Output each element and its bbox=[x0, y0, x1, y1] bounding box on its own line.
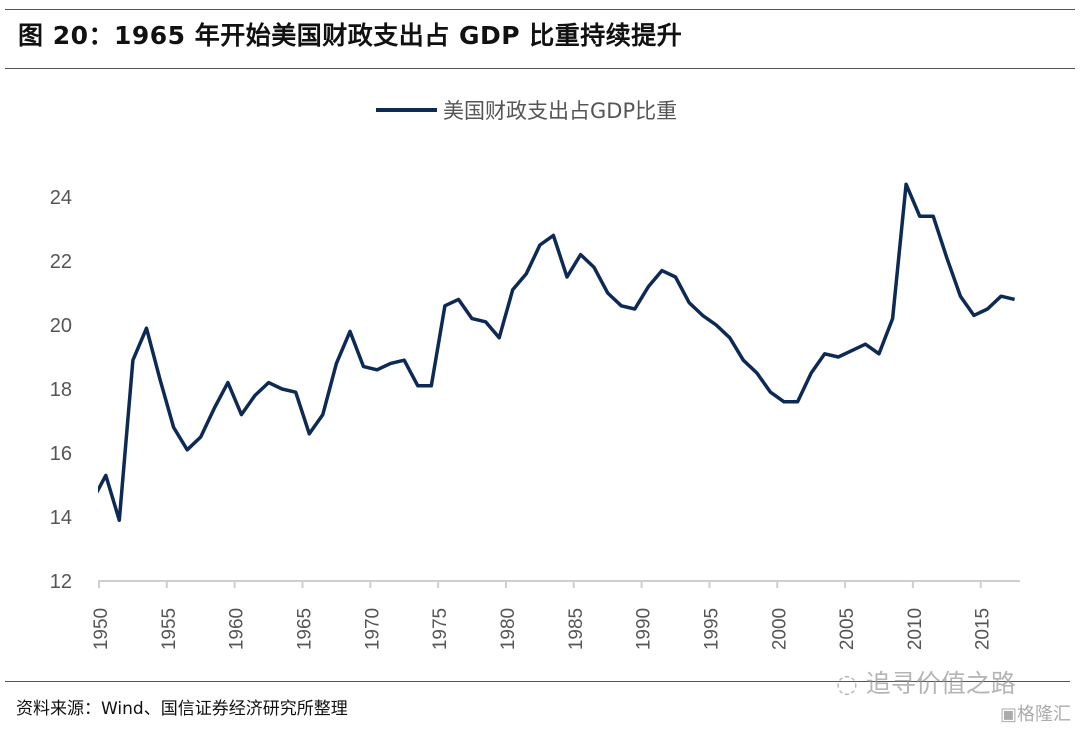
series-line bbox=[98, 182, 1016, 522]
title-rule bbox=[5, 68, 1075, 69]
source-note: 资料来源：Wind、国信证券经济研究所整理 bbox=[16, 699, 348, 719]
x-tick-label: 1995 bbox=[701, 608, 722, 650]
watermark: ◌ 追寻价值之路 bbox=[836, 664, 1016, 700]
x-tick-label: 2015 bbox=[973, 608, 994, 650]
y-tick-label: 22 bbox=[50, 251, 72, 273]
x-tick-label: 2005 bbox=[837, 608, 858, 650]
gelonghui-logo: ▣格隆汇 bbox=[1000, 704, 1072, 725]
y-tick-label: 20 bbox=[50, 315, 72, 337]
gelonghui-g-icon: ▣ bbox=[1000, 704, 1018, 725]
figure-title: 图 20：1965 年开始美国财政支出占 GDP 比重持续提升 bbox=[18, 21, 683, 50]
x-tick-label: 1985 bbox=[566, 608, 587, 650]
x-tick-label: 1970 bbox=[362, 608, 383, 650]
y-tick-label: 18 bbox=[50, 379, 72, 401]
x-tick-label: 1955 bbox=[159, 608, 180, 650]
x-tick-label: 1990 bbox=[634, 608, 655, 650]
x-tick-label: 1975 bbox=[430, 608, 451, 650]
watermark-text: 追寻价值之路 bbox=[865, 669, 1016, 698]
x-tick-label: 1950 bbox=[91, 608, 112, 650]
top-rule bbox=[5, 9, 1075, 10]
x-tick-label: 2000 bbox=[769, 608, 790, 650]
x-tick-label: 2010 bbox=[905, 608, 926, 650]
legend-label: 美国财政支出占GDP比重 bbox=[443, 99, 677, 123]
x-tick-label: 1960 bbox=[227, 608, 248, 650]
y-tick-label: 14 bbox=[50, 507, 72, 529]
wechat-icon: ◌ bbox=[836, 669, 866, 698]
x-tick-label: 1980 bbox=[498, 608, 519, 650]
x-tick-label: 1965 bbox=[294, 608, 315, 650]
y-tick-label: 24 bbox=[50, 187, 72, 209]
footer-rule bbox=[5, 681, 1070, 682]
y-tick-label: 16 bbox=[50, 443, 72, 465]
y-tick-label: 12 bbox=[50, 571, 72, 593]
